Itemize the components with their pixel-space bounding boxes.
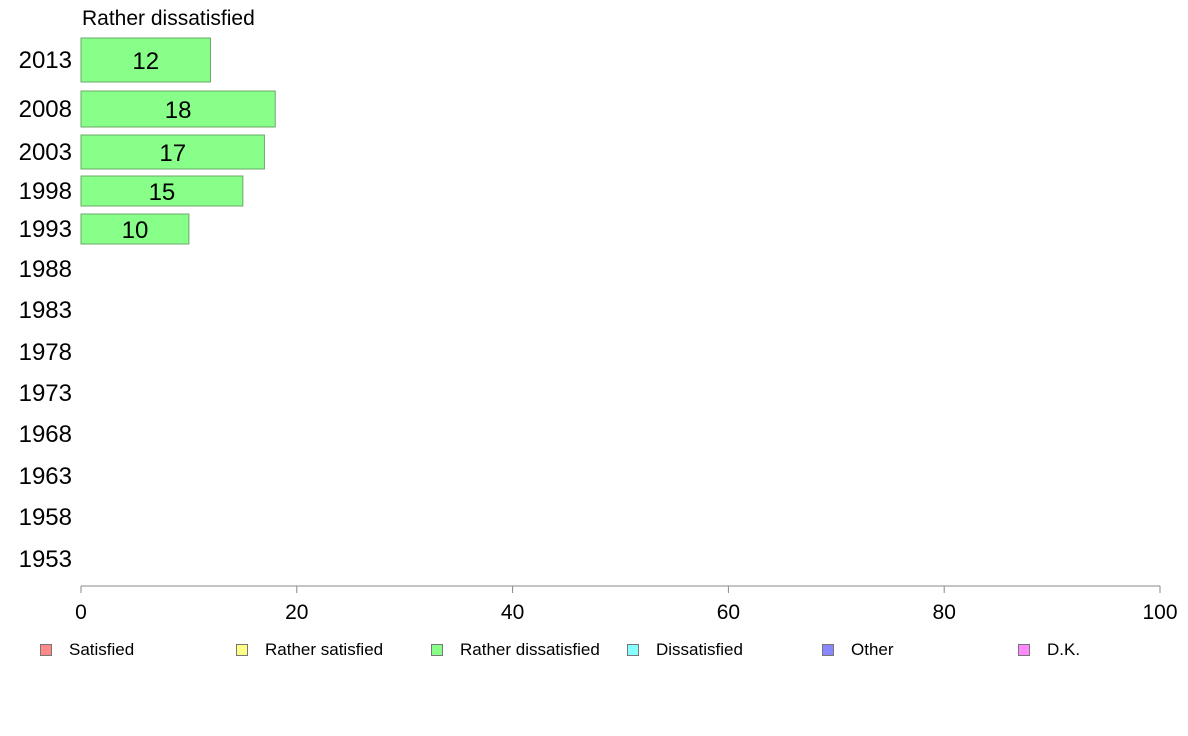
category-label-1953: 1953 [19,546,72,573]
legend-swatch-2 [431,644,443,656]
category-label-1968: 1968 [19,421,72,448]
legend-swatch-0 [40,644,52,656]
legend-item-0: Satisfied [40,636,134,664]
category-label-1963: 1963 [19,463,72,490]
bar-value-label-1998: 15 [149,179,176,206]
x-axis-ticks: 0 20 40 60 80 100 [75,586,1178,624]
bar-value-label-2008: 18 [165,97,192,124]
x-tick-label-20: 20 [285,601,308,624]
bar-1993 [80,213,190,245]
bar-1998 [80,175,244,207]
category-label-1993: 1993 [19,216,72,243]
category-label-1983: 1983 [19,297,72,324]
legend-item-4: Other [822,636,894,664]
category-label-1978: 1978 [19,339,72,366]
category-label-2008: 2008 [19,96,72,123]
x-tick-label-40: 40 [501,601,524,624]
legend-label-0: Satisfied [69,640,135,659]
legend-swatch-5 [1018,644,1030,656]
legend: Satisfied Rather satisfied Rather dissatis… [0,636,1188,664]
bar-value-label-2013: 12 [132,48,159,75]
category-label-1988: 1988 [19,256,72,283]
x-tick-label-60: 60 [717,601,740,624]
x-tick-label-0: 0 [75,601,87,624]
legend-label-2: Rather dissatisfied [460,640,600,659]
category-label-1958: 1958 [19,504,72,531]
legend-swatch-3 [627,644,639,656]
bar-value-label-1993: 10 [122,217,149,244]
bar-2013 [80,37,211,83]
category-labels: 2013 2008 2003 1998 1993 1988 1983 1978 1973 1968… [19,47,72,573]
legend-label-5: D.K. [1047,640,1081,659]
legend-item-3: Dissatisfied [627,636,743,664]
legend-item-1: Rather satisfied [236,636,383,664]
legend-swatch-4 [822,644,834,656]
category-label-2013: 2013 [19,47,72,74]
bar-2008 [80,90,276,128]
legend-label-4: Other [851,640,894,659]
category-label-1973: 1973 [19,380,72,407]
legend-swatch-1 [236,644,248,656]
legend-label-3: Dissatisfied [656,640,743,659]
x-tick-label-80: 80 [933,601,956,624]
legend-item-5: D.K. [1018,636,1080,664]
chart-title: Rather dissatisfied [82,7,255,30]
category-label-2003: 2003 [19,139,72,166]
bar-chart: Rather dissatisfied 2013 2008 2003 1998 1993… [19,7,1178,624]
bar-2003 [80,134,265,170]
legend-label-1: Rather satisfied [265,640,384,659]
x-tick-label-100: 100 [1142,601,1177,624]
bar-value-label-2003: 17 [159,140,186,167]
category-label-1998: 1998 [19,178,72,205]
legend-item-2: Rather dissatisfied [431,636,600,664]
